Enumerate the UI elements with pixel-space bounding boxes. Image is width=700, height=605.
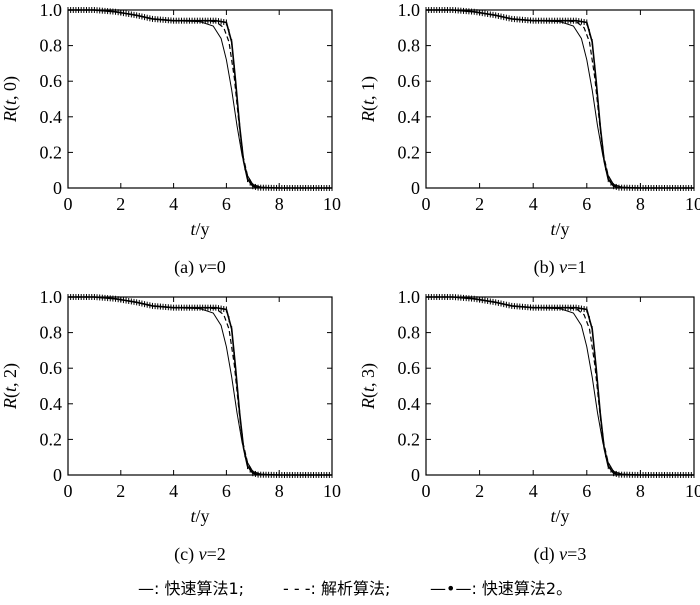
panel-caption: (c) v=2: [174, 544, 226, 565]
x-tick-label: 0: [422, 481, 431, 501]
y-tick-label: 0: [411, 178, 420, 198]
x-tick-label: 6: [582, 481, 591, 501]
x-tick-label: 2: [116, 194, 125, 214]
y-tick-label: 0.6: [40, 358, 63, 378]
x-tick-label: 6: [582, 194, 591, 214]
y-tick-label: 0.2: [398, 142, 421, 162]
series-line-solid: [426, 9, 694, 189]
y-tick-label: 0: [53, 178, 62, 198]
y-tick-label: 0.8: [40, 36, 63, 56]
x-tick-label: 4: [529, 194, 538, 214]
y-tick-label: 0.6: [398, 71, 421, 91]
series-line-solid: [426, 296, 694, 476]
panel-caption: (b) v=1: [534, 257, 587, 278]
series-line-dashed: [426, 9, 694, 189]
chart-panel-3: 0 2 4 6 8 10 0 0.2 0.4 0.6 0.8 1.0 R(t, 3) t/y (d) v=3: [358, 287, 700, 565]
y-tick-label: 0: [53, 465, 62, 485]
x-tick-label: 2: [475, 194, 484, 214]
chart-panel-1: 0 2 4 6 8 10 0 0.2 0.4 0.6 0.8 1.0 R(t, 1) t/y (b) v=1: [358, 0, 700, 278]
x-tick-label: 10: [685, 194, 700, 214]
y-tick-label: 0.6: [40, 71, 63, 91]
plot-frame: [425, 296, 695, 476]
y-tick-label: 0.4: [398, 107, 421, 127]
y-tick-label: 0.8: [398, 36, 421, 56]
legend: —: 快速算法1; - - -: 解析算法; —•—: 快速算法2。: [138, 579, 572, 598]
x-tick-label: 2: [116, 481, 125, 501]
x-axis-label: t/y: [550, 219, 569, 239]
x-axis-label: t/y: [190, 219, 209, 239]
y-tick-label: 1.0: [40, 0, 63, 20]
y-tick-label: 0.2: [40, 429, 63, 449]
x-tick-label: 4: [169, 194, 178, 214]
y-tick-label: 0.2: [40, 142, 63, 162]
x-tick-label: 10: [323, 481, 341, 501]
x-tick-label: 10: [323, 194, 341, 214]
y-tick-label: 1.0: [40, 287, 63, 307]
x-tick-label: 0: [64, 194, 73, 214]
y-tick-label: 1.0: [398, 287, 421, 307]
chart-panel-2: 0 2 4 6 8 10 0 0.2 0.4 0.6 0.8 1.0 R(t, 2) t/y (c) v=2: [0, 287, 341, 565]
y-axis-label: R(t, 3): [358, 363, 379, 410]
series-line-dashed: [426, 296, 694, 476]
series-line-marker: [426, 296, 694, 476]
series-line-solid: [68, 296, 332, 476]
x-tick-label: 8: [636, 481, 645, 501]
x-tick-label: 4: [169, 481, 178, 501]
y-axis-label: R(t, 1): [358, 76, 379, 123]
x-tick-label: 2: [475, 481, 484, 501]
chart-panel-0: 0 2 4 6 8 10 0 0.2 0.4 0.6 0.8 1.0 R(t, 0) t/y (a) v=0: [0, 0, 341, 278]
panel-caption: (a) v=0: [174, 257, 226, 278]
x-tick-label: 8: [275, 481, 284, 501]
x-axis-label: t/y: [190, 506, 209, 526]
x-tick-label: 0: [422, 194, 431, 214]
series-line-dashed: [68, 9, 332, 189]
x-tick-label: 8: [636, 194, 645, 214]
legend-dashed-label: - - -: 解析算法;: [283, 579, 390, 598]
x-tick-label: 10: [685, 481, 700, 501]
y-axis-label: R(t, 2): [0, 363, 21, 410]
y-tick-label: 1.0: [398, 0, 421, 20]
series-line-marker: [68, 296, 332, 476]
y-tick-label: 0.8: [40, 323, 63, 343]
y-tick-label: 0.6: [398, 358, 421, 378]
y-tick-label: 0.4: [40, 394, 63, 414]
y-tick-label: 0: [411, 465, 420, 485]
legend-solid-label: —: 快速算法1;: [138, 579, 244, 598]
x-axis-label: t/y: [550, 506, 569, 526]
y-tick-label: 0.4: [40, 107, 63, 127]
x-tick-label: 4: [529, 481, 538, 501]
plot-frame: [67, 296, 333, 476]
x-tick-label: 0: [64, 481, 73, 501]
series-line-dashed: [68, 296, 332, 476]
x-tick-label: 6: [222, 481, 231, 501]
y-tick-label: 0.4: [398, 394, 421, 414]
series-line-solid: [68, 9, 332, 189]
x-tick-label: 6: [222, 194, 231, 214]
y-tick-label: 0.8: [398, 323, 421, 343]
series-line-marker: [426, 9, 694, 189]
series-line-marker: [68, 9, 332, 189]
legend-marker-label: —•—: 快速算法2。: [430, 579, 572, 598]
y-axis-label: R(t, 0): [0, 76, 21, 123]
x-tick-label: 8: [275, 194, 284, 214]
panel-caption: (d) v=3: [534, 544, 587, 565]
plot-frame: [67, 9, 333, 189]
y-tick-label: 0.2: [398, 429, 421, 449]
plot-frame: [425, 9, 695, 189]
